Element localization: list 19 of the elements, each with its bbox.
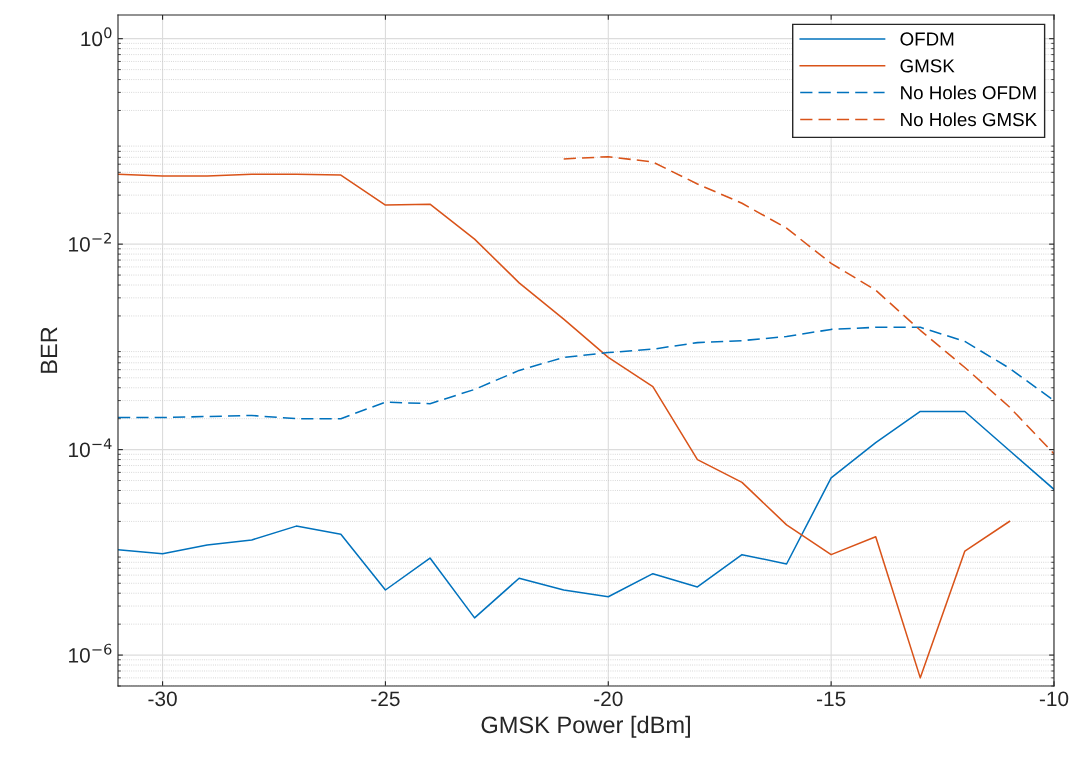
x-tick-label: -20 bbox=[594, 691, 623, 707]
x-tick-label: -30 bbox=[148, 691, 177, 707]
legend-label: GMSK bbox=[900, 59, 955, 73]
line-series bbox=[118, 173, 1011, 679]
y-tick-label: 10$^{−4}$ bbox=[69, 438, 112, 458]
y-axis-title: BER bbox=[40, 327, 58, 373]
x-tick-label: -15 bbox=[817, 691, 846, 707]
line-series bbox=[118, 326, 1054, 420]
line-series bbox=[562, 155, 1054, 455]
legend-label: No Holes OFDM bbox=[901, 85, 1036, 100]
y-tick-label: 10$^{0}$ bbox=[81, 27, 112, 47]
legend-label: OFDM bbox=[900, 32, 954, 46]
x-tick-label: -25 bbox=[371, 691, 400, 707]
legend-label: No Holes GMSK bbox=[901, 112, 1037, 127]
x-tick-label: -10 bbox=[1039, 691, 1069, 707]
y-tick-label: 10$^{−2}$ bbox=[69, 232, 111, 252]
x-axis-title: GMSK Power [dBm] bbox=[481, 715, 690, 738]
line-series bbox=[118, 410, 1054, 619]
y-tick-label: 10$^{−6}$ bbox=[69, 643, 112, 663]
